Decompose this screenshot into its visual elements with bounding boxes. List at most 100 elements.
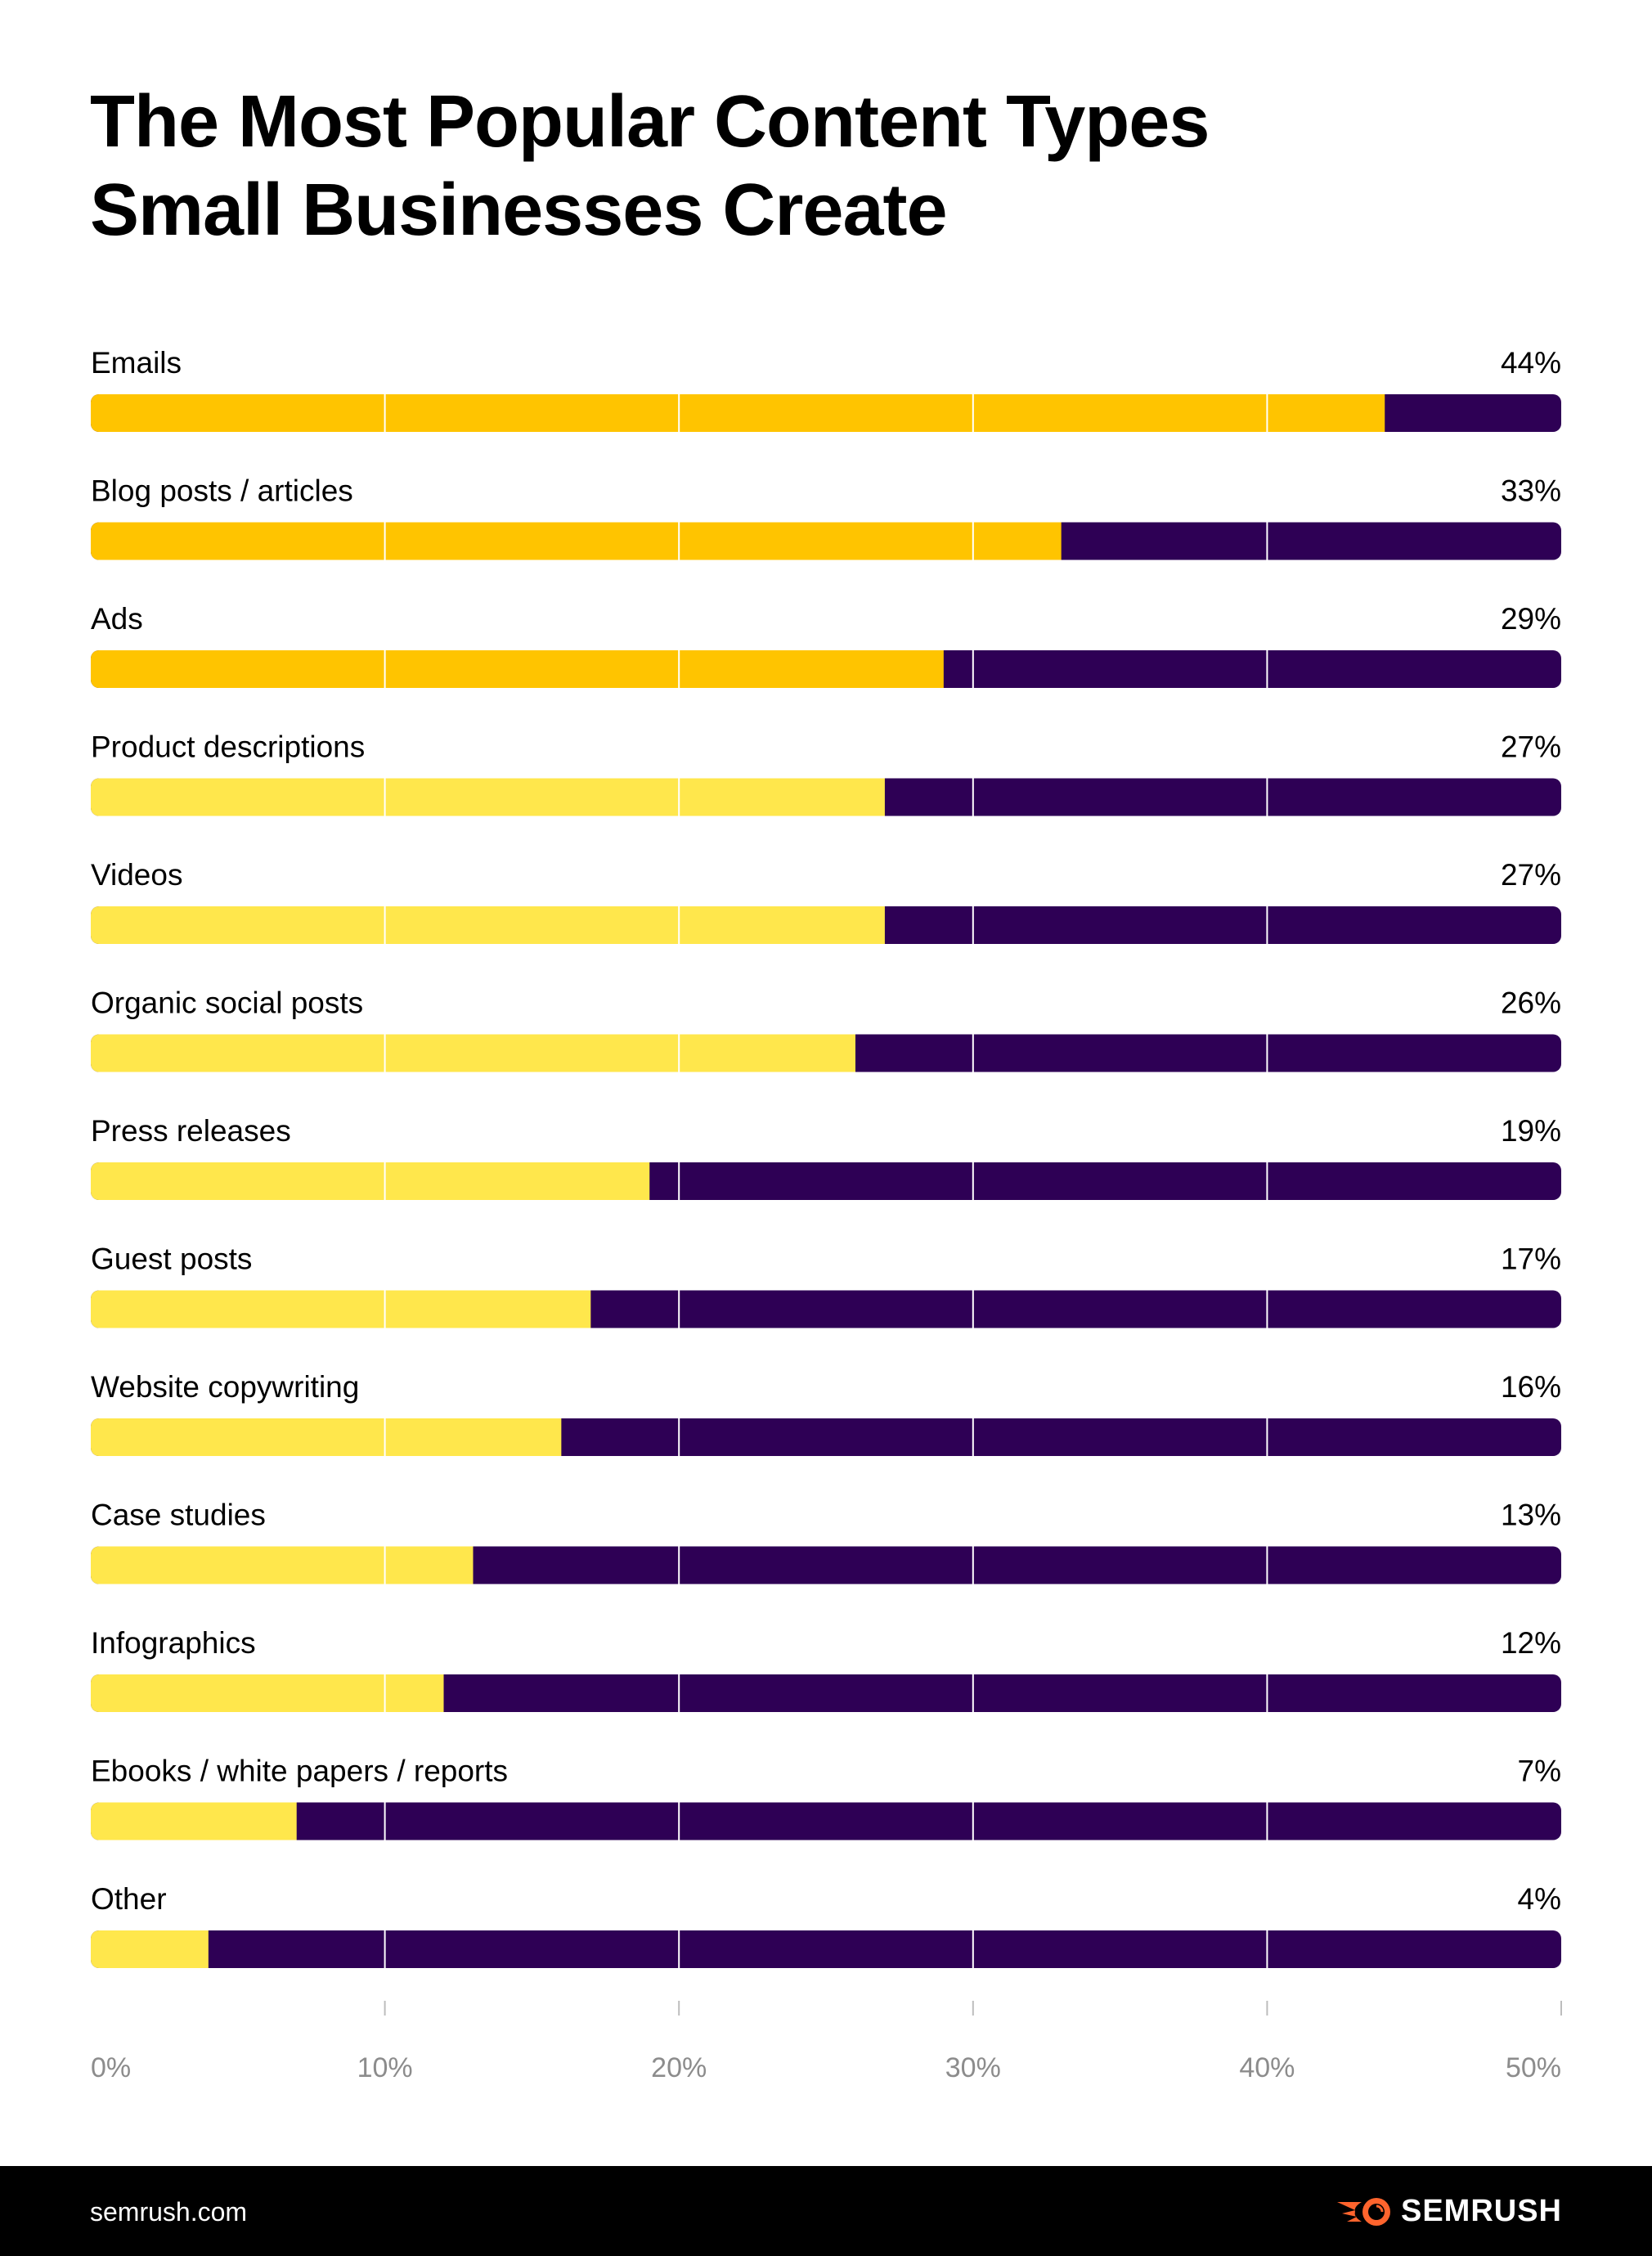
- footer-url[interactable]: semrush.com: [90, 2197, 248, 2227]
- bar-group: [91, 1418, 1561, 1456]
- value-label: 27%: [1501, 730, 1561, 764]
- bar-group: [91, 650, 1561, 688]
- bar-group: [91, 1162, 1561, 1200]
- bar-gridline: [384, 1930, 386, 1968]
- bar-gridline: [678, 1674, 680, 1712]
- bar-gridline: [972, 1290, 974, 1328]
- bar-gridline: [678, 1418, 680, 1456]
- category-label: Ebooks / white papers / reports: [91, 1755, 508, 1788]
- bar-gridline: [972, 1162, 974, 1200]
- semrush-flame-icon: [1336, 2197, 1390, 2226]
- category-label: Other: [91, 1882, 167, 1916]
- value-label: 44%: [1501, 346, 1561, 380]
- title-line-2: Small Businesses Create: [90, 169, 948, 251]
- bar-gridline: [1266, 1418, 1268, 1456]
- value-label: 29%: [1501, 602, 1561, 636]
- bar-fill: [91, 1290, 591, 1328]
- category-label: Product descriptions: [91, 730, 365, 764]
- bar-fill: [91, 1546, 474, 1584]
- bar-gridline: [972, 1546, 974, 1584]
- bar-gridline: [1266, 1162, 1268, 1200]
- bar-gridline: [384, 650, 386, 688]
- logo-text: SEMRUSH: [1400, 2194, 1562, 2228]
- bar-gridline: [972, 1034, 974, 1072]
- bar-gridline: [972, 1418, 974, 1456]
- bar-gridline: [678, 1290, 680, 1328]
- value-label: 26%: [1501, 986, 1561, 1020]
- bar-gridline: [678, 522, 680, 560]
- value-label: 17%: [1501, 1243, 1561, 1276]
- bar-chart: Emails 44% Blog posts / articles 33% Ads 29% P…: [91, 346, 1562, 2083]
- bar-fill: [91, 1930, 209, 1968]
- value-label: 12%: [1501, 1626, 1561, 1660]
- bar-gridline: [972, 1674, 974, 1712]
- bar-gridline: [678, 778, 680, 816]
- bar-group: [91, 394, 1561, 432]
- bar-gridline: [972, 1802, 974, 1840]
- category-label: Website copywriting: [91, 1370, 359, 1404]
- bar-fill: [91, 1674, 444, 1712]
- bar-group: [91, 1034, 1561, 1072]
- bar-gridline: [972, 650, 974, 688]
- bar-track: [91, 1930, 1561, 1968]
- bar-fill: [91, 394, 1385, 432]
- x-tick-label: 0%: [91, 2052, 131, 2083]
- bar-group: [91, 1930, 1561, 1968]
- value-label: 4%: [1518, 1882, 1561, 1916]
- chart-title: The Most Popular Content Types Small Bus…: [90, 78, 1210, 254]
- x-tick-label: 50%: [1506, 2052, 1561, 2083]
- x-tick-label: 20%: [651, 2052, 707, 2083]
- bar-group: [91, 1546, 1561, 1584]
- value-label: 7%: [1518, 1755, 1561, 1788]
- bar-gridline: [972, 522, 974, 560]
- bar-gridline: [972, 394, 974, 432]
- title-line-1: The Most Popular Content Types: [90, 81, 1210, 163]
- value-label: 19%: [1501, 1114, 1561, 1148]
- bar-gridline: [384, 1802, 386, 1840]
- bar-gridline: [1266, 1802, 1268, 1840]
- bar-fill: [91, 906, 885, 944]
- value-label: 16%: [1501, 1370, 1561, 1404]
- category-label: Videos: [91, 858, 182, 892]
- category-label: Blog posts / articles: [91, 474, 353, 508]
- bar-gridline: [1266, 778, 1268, 816]
- bar-gridline: [1266, 1034, 1268, 1072]
- bar-gridline: [1266, 1674, 1268, 1712]
- bar-gridline: [678, 1162, 680, 1200]
- bar-gridline: [384, 1418, 386, 1456]
- bar-gridline: [972, 906, 974, 944]
- bar-group: [91, 1802, 1561, 1840]
- bar-gridline: [384, 1674, 386, 1712]
- bar-fill: [91, 650, 944, 688]
- bar-gridline: [678, 1802, 680, 1840]
- bar-group: [91, 522, 1561, 560]
- bar-gridline: [678, 906, 680, 944]
- bar-gridline: [1266, 522, 1268, 560]
- value-label: 27%: [1501, 858, 1561, 892]
- bar-gridline: [1266, 1546, 1268, 1584]
- bar-gridline: [678, 1546, 680, 1584]
- bar-gridline: [972, 1930, 974, 1968]
- bar-gridline: [1266, 650, 1268, 688]
- category-label: Guest posts: [91, 1243, 252, 1276]
- bar-fill: [91, 1162, 650, 1200]
- bar-gridline: [384, 1546, 386, 1584]
- footer: semrush.com SEMRUSH: [0, 2166, 1652, 2256]
- bar-fill: [91, 1418, 562, 1456]
- bar-fill: [91, 1034, 855, 1072]
- bar-gridline: [384, 394, 386, 432]
- bar-gridline: [678, 1930, 680, 1968]
- value-label: 13%: [1501, 1499, 1561, 1532]
- bar-gridline: [1266, 1290, 1268, 1328]
- x-tick-label: 40%: [1239, 2052, 1295, 2083]
- semrush-logo: SEMRUSH: [1336, 2194, 1562, 2229]
- category-label: Organic social posts: [91, 986, 363, 1020]
- bar-gridline: [384, 778, 386, 816]
- x-tick-label: 30%: [945, 2052, 1001, 2083]
- bar-gridline: [678, 650, 680, 688]
- bar-gridline: [1266, 394, 1268, 432]
- bar-gridline: [972, 778, 974, 816]
- bar-gridline: [1266, 1930, 1268, 1968]
- bar-gridline: [384, 1034, 386, 1072]
- bar-gridline: [384, 522, 386, 560]
